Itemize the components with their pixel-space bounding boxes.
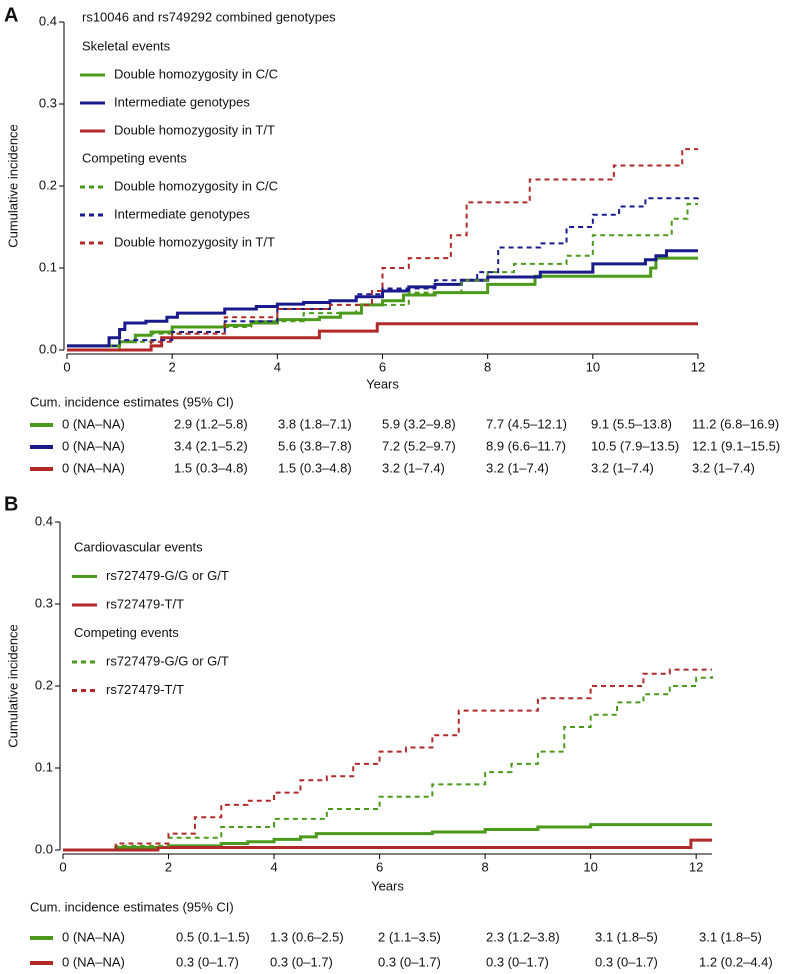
x-tick-label: 8 <box>484 359 491 374</box>
legend-group-title: Competing events <box>74 625 179 640</box>
x-tick-label: 10 <box>583 859 597 874</box>
x-tick-label: 12 <box>691 359 705 374</box>
table-cell: 7.2 (5.2–9.7) <box>382 438 456 453</box>
legend-title: rs10046 and rs749292 combined genotypes <box>82 9 336 24</box>
series-line <box>67 148 698 351</box>
table-cell: 1.5 (0.3–4.8) <box>278 460 352 475</box>
legend-label: Intermediate genotypes <box>114 206 250 221</box>
x-axis-label: Years <box>371 878 404 893</box>
table-cell: 3.1 (1.8–5) <box>699 929 762 944</box>
y-tick-label: 0.0 <box>39 341 57 356</box>
y-tick-label: 0.1 <box>35 759 53 774</box>
series-line <box>67 322 698 352</box>
table-cell: 3.2 (1–7.4) <box>382 460 445 475</box>
y-tick-label: 0.0 <box>35 841 53 856</box>
table-cell: 0 (NA–NA) <box>62 954 125 969</box>
table-cell: 7.7 (4.5–12.1) <box>486 416 567 431</box>
table-cell: 1.5 (0.3–4.8) <box>174 460 248 475</box>
legend-group-title: Competing events <box>82 150 187 165</box>
y-tick-label: 0.4 <box>35 513 53 528</box>
table-cell: 2.3 (1.2–3.8) <box>486 929 560 944</box>
x-tick-label: 4 <box>270 859 277 874</box>
y-axis-label: Cumulative incidence <box>5 624 20 748</box>
legend-label: rs727479-G/G or G/T <box>106 653 229 668</box>
legend-label: Double homozygosity in T/T <box>114 122 275 137</box>
x-tick-label: 6 <box>379 359 386 374</box>
y-tick-label: 0.2 <box>39 177 57 192</box>
y-tick-label: 0.4 <box>39 13 57 28</box>
table-cell: 8.9 (6.6–11.7) <box>486 438 566 453</box>
table-cell: 3.4 (2.1–5.2) <box>174 438 248 453</box>
legend-label: rs727479-T/T <box>106 682 184 697</box>
table-cell: 0.3 (0–1.7) <box>176 954 239 969</box>
table-cell: 0.3 (0–1.7) <box>595 954 658 969</box>
series-line <box>63 676 713 851</box>
legend-group-title: Cardiovascular events <box>74 539 203 554</box>
table-cell: 11.2 (6.8–16.9) <box>692 416 779 431</box>
y-axis-label: Cumulative incidence <box>5 124 20 248</box>
x-tick-label: 12 <box>689 859 703 874</box>
table-cell: 0 (NA–NA) <box>62 460 125 475</box>
table-cell: 1.2 (0.2–4.4) <box>699 954 773 969</box>
table-cell: 3.1 (1.8–5) <box>595 929 658 944</box>
table-cell: 0.3 (0–1.7) <box>378 954 441 969</box>
table-cell: 2 (1.1–3.5) <box>378 929 441 944</box>
table-cell: 0 (NA–NA) <box>62 929 125 944</box>
table-cell: 0 (NA–NA) <box>62 438 125 453</box>
legend-group-title: Skeletal events <box>82 38 171 53</box>
table-title: Cum. incidence estimates (95% CI) <box>30 899 234 914</box>
legend-label: rs727479-T/T <box>106 596 184 611</box>
table-cell: 5.9 (3.2–9.8) <box>382 416 456 431</box>
table-cell: 0.3 (0–1.7) <box>486 954 549 969</box>
table-cell: 0.5 (0.1–1.5) <box>176 929 250 944</box>
table-cell: 9.1 (5.5–13.8) <box>591 416 672 431</box>
x-tick-label: 2 <box>165 859 172 874</box>
x-tick-label: 2 <box>169 359 176 374</box>
table-title: Cum. incidence estimates (95% CI) <box>30 394 234 409</box>
table-cell: 3.2 (1–7.4) <box>692 460 755 475</box>
series-line <box>63 838 712 852</box>
legend-label: rs727479-G/G or G/T <box>106 568 229 583</box>
x-tick-label: 4 <box>274 359 281 374</box>
panel-label: A <box>4 4 18 26</box>
series-line <box>67 256 698 348</box>
x-tick-label: 8 <box>481 859 488 874</box>
series-line <box>67 195 699 347</box>
table-cell: 5.6 (3.8–7.8) <box>278 438 352 453</box>
x-axis-label: Years <box>366 376 399 391</box>
x-tick-label: 6 <box>376 859 383 874</box>
table-cell: 12.1 (9.1–15.5) <box>692 438 780 453</box>
series-line <box>67 249 698 348</box>
y-tick-label: 0.3 <box>39 95 57 110</box>
table-cell: 0 (NA–NA) <box>62 416 125 431</box>
panel-label: B <box>4 493 18 515</box>
table-cell: 3.2 (1–7.4) <box>591 460 654 475</box>
y-tick-label: 0.1 <box>39 259 57 274</box>
table-cell: 10.5 (7.9–13.5) <box>591 438 679 453</box>
legend-label: Double homozygosity in C/C <box>114 178 278 193</box>
y-tick-label: 0.2 <box>35 677 53 692</box>
table-cell: 1.3 (0.6–2.5) <box>270 929 344 944</box>
table-cell: 2.9 (1.2–5.8) <box>174 416 248 431</box>
y-tick-label: 0.3 <box>35 595 53 610</box>
x-tick-label: 0 <box>63 359 70 374</box>
legend-label: Double homozygosity in C/C <box>114 66 278 81</box>
legend-label: Intermediate genotypes <box>114 94 250 109</box>
table-cell: 3.8 (1.8–7.1) <box>278 416 352 431</box>
x-tick-label: 10 <box>586 359 600 374</box>
x-tick-label: 0 <box>59 859 66 874</box>
series-line <box>63 668 712 851</box>
table-cell: 3.2 (1–7.4) <box>486 460 549 475</box>
legend-label: Double homozygosity in T/T <box>114 234 275 249</box>
table-cell: 0.3 (0–1.7) <box>270 954 333 969</box>
